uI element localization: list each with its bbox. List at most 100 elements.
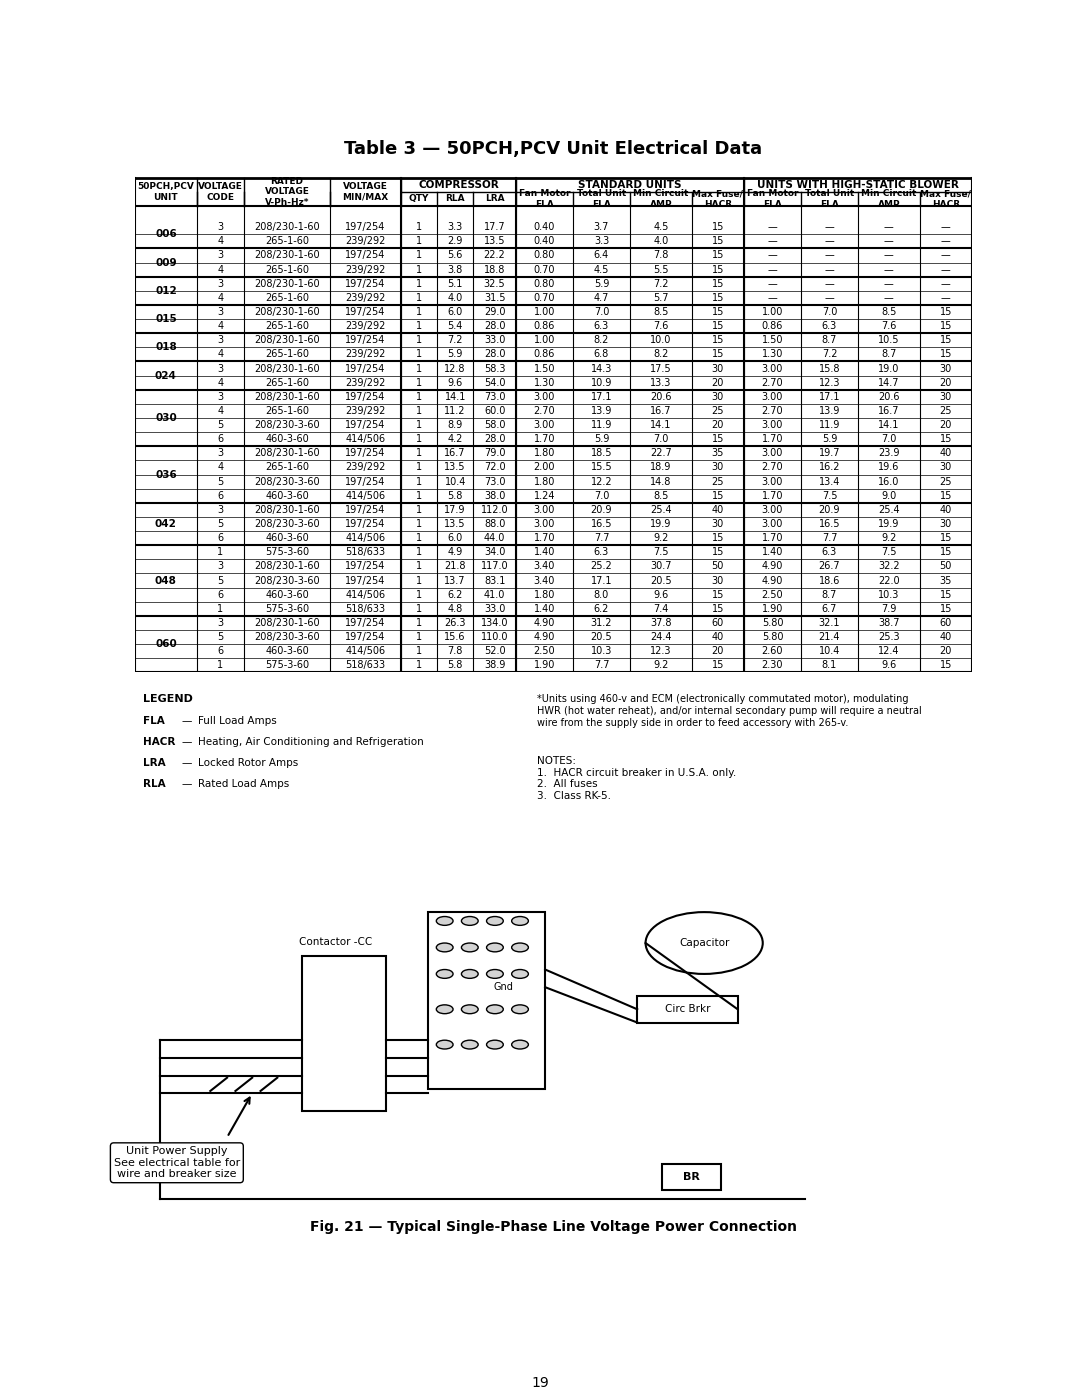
- Text: 26.7: 26.7: [819, 562, 840, 571]
- Text: 15: 15: [940, 604, 953, 613]
- Text: 25.4: 25.4: [650, 504, 672, 515]
- Text: 1: 1: [416, 518, 422, 529]
- Text: 30: 30: [940, 518, 951, 529]
- Text: 31.2: 31.2: [591, 617, 612, 627]
- Text: 030: 030: [156, 414, 177, 423]
- Text: 7.9: 7.9: [881, 604, 896, 613]
- Text: 414/506: 414/506: [346, 434, 386, 444]
- Text: 15: 15: [712, 236, 724, 246]
- Text: 13.9: 13.9: [819, 407, 840, 416]
- Text: —: —: [768, 264, 778, 275]
- Text: 208/230-1-60: 208/230-1-60: [254, 279, 320, 289]
- Text: 024: 024: [154, 370, 177, 380]
- Text: 197/254: 197/254: [346, 518, 386, 529]
- Text: —: —: [941, 279, 950, 289]
- Text: 14.1: 14.1: [878, 420, 900, 430]
- Text: VOLTAGE
CODE: VOLTAGE CODE: [198, 182, 243, 201]
- Text: 6.0: 6.0: [447, 307, 463, 317]
- Text: 6.4: 6.4: [594, 250, 609, 260]
- Text: FLA: FLA: [144, 717, 165, 726]
- Text: 17.9: 17.9: [444, 504, 465, 515]
- Text: 4: 4: [217, 236, 224, 246]
- Text: 414/506: 414/506: [346, 590, 386, 599]
- Text: —: —: [181, 717, 191, 726]
- Text: 17.1: 17.1: [591, 576, 612, 585]
- Text: 2.50: 2.50: [761, 590, 783, 599]
- Text: 12.3: 12.3: [819, 377, 840, 387]
- Text: 4.90: 4.90: [761, 562, 783, 571]
- Text: 15: 15: [712, 293, 724, 303]
- Text: 5: 5: [217, 476, 224, 486]
- Text: 9.6: 9.6: [881, 661, 896, 671]
- Text: —: —: [941, 250, 950, 260]
- Text: 5.9: 5.9: [594, 279, 609, 289]
- Text: 0.80: 0.80: [534, 279, 555, 289]
- Text: 6: 6: [217, 534, 224, 543]
- Text: 6: 6: [217, 647, 224, 657]
- Text: 25.3: 25.3: [878, 631, 900, 643]
- Text: 3: 3: [217, 222, 224, 232]
- Text: 25.4: 25.4: [878, 504, 900, 515]
- Text: 4.0: 4.0: [653, 236, 669, 246]
- Text: 3.00: 3.00: [761, 518, 783, 529]
- Text: 28.0: 28.0: [484, 321, 505, 331]
- Text: 197/254: 197/254: [346, 448, 386, 458]
- Text: 7.8: 7.8: [447, 647, 463, 657]
- Text: 6.3: 6.3: [822, 321, 837, 331]
- Text: 50: 50: [712, 562, 724, 571]
- Text: 3: 3: [217, 617, 224, 627]
- Text: 2.70: 2.70: [761, 462, 783, 472]
- Text: 1.30: 1.30: [534, 377, 555, 387]
- Text: 15: 15: [712, 604, 724, 613]
- Text: Total Unit
FLA: Total Unit FLA: [577, 189, 626, 208]
- Text: UNITS WITH HIGH-STATIC BLOWER: UNITS WITH HIGH-STATIC BLOWER: [757, 180, 959, 190]
- Text: 50PCH,PCV
UNIT: 50PCH,PCV UNIT: [137, 182, 194, 201]
- Text: 16.7: 16.7: [878, 407, 900, 416]
- Text: 60: 60: [712, 617, 724, 627]
- Text: 208/230-1-60: 208/230-1-60: [254, 335, 320, 345]
- Text: Fig. 21 — Typical Single-Phase Line Voltage Power Connection: Fig. 21 — Typical Single-Phase Line Volt…: [310, 1221, 797, 1235]
- Text: 13.3: 13.3: [650, 377, 672, 387]
- Text: 7.5: 7.5: [881, 548, 896, 557]
- Text: 197/254: 197/254: [346, 476, 386, 486]
- Text: 208/230-1-60: 208/230-1-60: [254, 250, 320, 260]
- Text: —: —: [941, 222, 950, 232]
- Text: STANDARD UNITS: STANDARD UNITS: [578, 180, 681, 190]
- Text: 6.2: 6.2: [594, 604, 609, 613]
- Text: 1: 1: [416, 604, 422, 613]
- Text: 3.3: 3.3: [447, 222, 463, 232]
- Text: 1: 1: [416, 420, 422, 430]
- Text: 13.7: 13.7: [444, 576, 465, 585]
- Text: 5: 5: [217, 576, 224, 585]
- Text: 15: 15: [940, 490, 953, 500]
- Text: 9.2: 9.2: [653, 661, 669, 671]
- Text: 10.3: 10.3: [878, 590, 900, 599]
- Text: 0.70: 0.70: [534, 264, 555, 275]
- Text: COMPRESSOR: COMPRESSOR: [418, 180, 499, 190]
- Text: 208/230-3-60: 208/230-3-60: [254, 476, 320, 486]
- Text: 414/506: 414/506: [346, 534, 386, 543]
- Text: 1.70: 1.70: [534, 434, 555, 444]
- Text: 518/633: 518/633: [346, 548, 386, 557]
- Text: 8.7: 8.7: [822, 335, 837, 345]
- Text: 1: 1: [416, 576, 422, 585]
- Text: 5.8: 5.8: [447, 661, 463, 671]
- Text: 208/230-3-60: 208/230-3-60: [254, 631, 320, 643]
- Text: 30: 30: [712, 518, 724, 529]
- Text: 197/254: 197/254: [346, 307, 386, 317]
- Text: 460-3-60: 460-3-60: [265, 434, 309, 444]
- Text: 20.6: 20.6: [650, 391, 672, 402]
- Text: 15: 15: [712, 250, 724, 260]
- Text: 575-3-60: 575-3-60: [265, 548, 309, 557]
- Text: 30: 30: [940, 363, 951, 373]
- Text: 5.6: 5.6: [447, 250, 463, 260]
- Text: 1: 1: [416, 321, 422, 331]
- Text: —: —: [768, 279, 778, 289]
- Text: Circ Brkr: Circ Brkr: [664, 1004, 711, 1014]
- Text: 3.00: 3.00: [761, 391, 783, 402]
- Text: 3: 3: [217, 562, 224, 571]
- Text: 2.70: 2.70: [761, 407, 783, 416]
- Text: 32.2: 32.2: [878, 562, 900, 571]
- Text: —: —: [825, 236, 835, 246]
- Text: 1: 1: [416, 661, 422, 671]
